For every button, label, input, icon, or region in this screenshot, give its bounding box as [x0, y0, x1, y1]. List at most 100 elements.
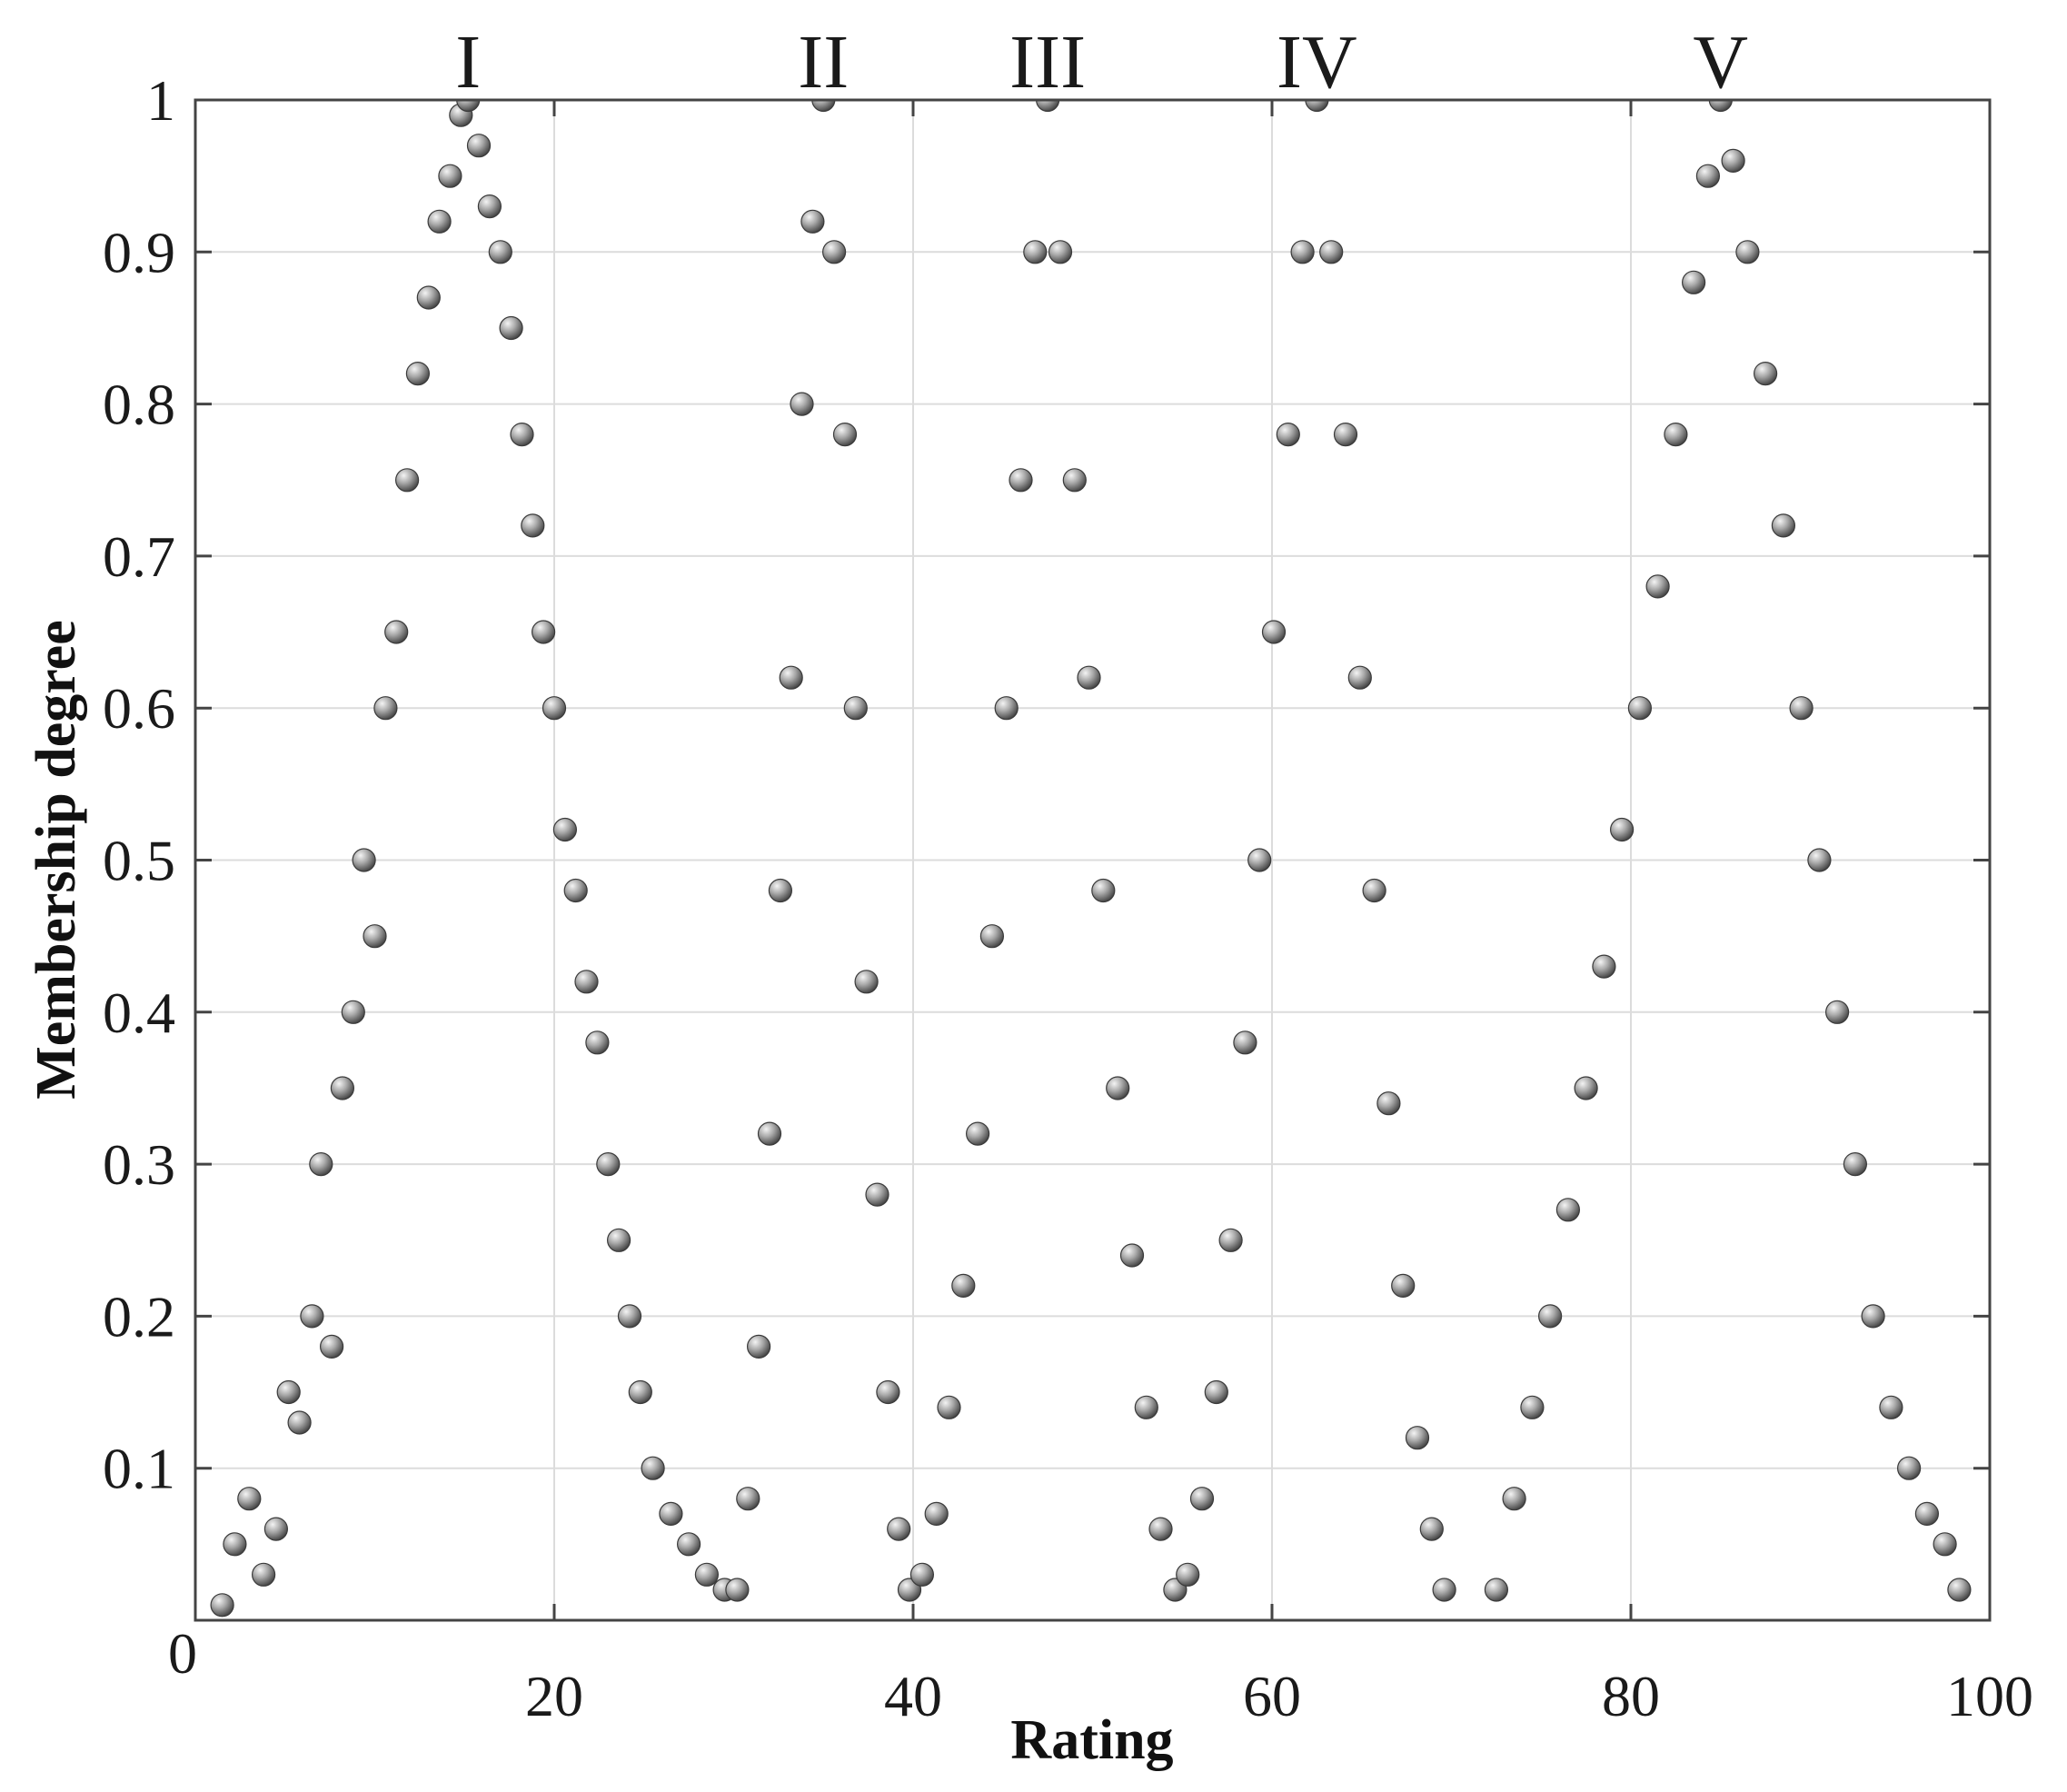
data-point: [563, 878, 588, 903]
data-point: [876, 1379, 900, 1405]
data-point: [746, 1334, 771, 1359]
data-point: [659, 1501, 683, 1527]
data-point: [488, 240, 512, 264]
data-point: [276, 1379, 301, 1405]
data-point: [965, 1121, 990, 1146]
data-point: [1362, 878, 1386, 903]
data-point: [510, 423, 534, 447]
data-point: [223, 1532, 247, 1557]
data-point: [1376, 1091, 1401, 1116]
data-point: [1077, 665, 1101, 690]
data-point: [1062, 468, 1087, 493]
data-point: [1333, 423, 1358, 447]
data-point: [811, 100, 836, 113]
data-point: [1233, 1030, 1257, 1055]
data-point: [924, 1501, 949, 1527]
data-point: [1695, 164, 1721, 188]
data-point: [1391, 1273, 1416, 1299]
y-tick-label: 0.6: [103, 676, 175, 741]
data-point: [1645, 574, 1670, 599]
x-tick-label: 60: [1243, 1664, 1301, 1728]
data-point: [1432, 1578, 1456, 1602]
data-point: [363, 924, 387, 949]
data-point: [1204, 1379, 1228, 1405]
data-point: [405, 362, 430, 386]
data-point: [1609, 817, 1635, 842]
peak-label: V: [1693, 20, 1748, 105]
data-point: [1574, 1076, 1598, 1100]
data-point: [585, 1030, 610, 1055]
data-point: [309, 1151, 333, 1177]
data-point: [1218, 1228, 1243, 1252]
data-point: [477, 194, 502, 219]
data-point: [843, 696, 868, 721]
y-axis-tick-labels: 0.1 0.2 0.3 0.4 0.5 0.6 0.7 0.8 0.9 1: [103, 68, 175, 1501]
data-point: [373, 696, 398, 721]
x-tick-label: 80: [1602, 1664, 1660, 1728]
data-point: [1176, 1562, 1200, 1587]
peak-label: III: [1009, 20, 1086, 105]
data-point: [909, 1562, 935, 1587]
y-tick-label: 0.5: [103, 829, 175, 893]
data-point: [237, 1487, 262, 1511]
x-tick-label: 40: [884, 1664, 942, 1728]
data-point: [628, 1379, 652, 1405]
data-point: [694, 1562, 720, 1587]
y-tick-label: 0.3: [103, 1132, 175, 1197]
data-point: [300, 1304, 324, 1329]
data-point: [1789, 696, 1814, 721]
data-point: [320, 1334, 344, 1359]
data-point: [979, 924, 1005, 949]
data-point: [1537, 1304, 1563, 1329]
data-point: [1419, 1517, 1444, 1541]
y-tick-label: 0.9: [103, 220, 175, 284]
data-point: [1520, 1395, 1545, 1419]
data-point: [210, 1593, 234, 1618]
data-point: [574, 970, 599, 994]
data-point: [1276, 423, 1300, 447]
x-tick-label: 20: [525, 1664, 583, 1728]
peak-labels: I II III IV V: [455, 20, 1748, 105]
data-point: [1664, 423, 1688, 447]
data-point: [1148, 1517, 1173, 1541]
data-point: [736, 1487, 760, 1511]
data-point: [263, 1517, 288, 1541]
data-point: [1091, 878, 1116, 903]
data-point: [617, 1304, 642, 1329]
data-point: [1721, 148, 1745, 173]
data-point: [1502, 1487, 1526, 1511]
data-point: [552, 817, 578, 842]
peak-label: IV: [1277, 20, 1357, 105]
data-point: [1807, 848, 1832, 872]
data-point: [384, 620, 409, 644]
data-point: [1681, 270, 1706, 294]
data-point: [1290, 240, 1315, 264]
data-point: [1036, 100, 1060, 113]
peak-label: II: [798, 20, 849, 105]
data-point: [542, 696, 567, 721]
data-point: [757, 1121, 782, 1146]
data-point: [1261, 620, 1287, 644]
data-point: [865, 1182, 889, 1207]
data-point: [416, 285, 441, 310]
data-point: [341, 1000, 365, 1024]
data-point: [1119, 1243, 1145, 1268]
y-axis-title: Membership degree: [25, 620, 87, 1099]
grid-lines: [195, 100, 1990, 1620]
data-point: [1048, 240, 1073, 264]
data-point: [1914, 1501, 1939, 1527]
y-tick-label: 0.4: [103, 981, 175, 1045]
data-point: [1106, 1076, 1130, 1100]
scatter-points: [210, 100, 1972, 1618]
data-point: [352, 848, 376, 872]
y-tick-label: 0.8: [103, 373, 175, 437]
data-point: [1627, 696, 1653, 721]
data-point: [1305, 100, 1329, 113]
data-point: [1592, 954, 1616, 979]
data-point: [790, 392, 814, 416]
peak-label: I: [455, 20, 481, 105]
data-point: [854, 970, 879, 994]
data-point: [287, 1410, 312, 1435]
data-point: [456, 100, 481, 113]
data-point: [832, 423, 858, 447]
